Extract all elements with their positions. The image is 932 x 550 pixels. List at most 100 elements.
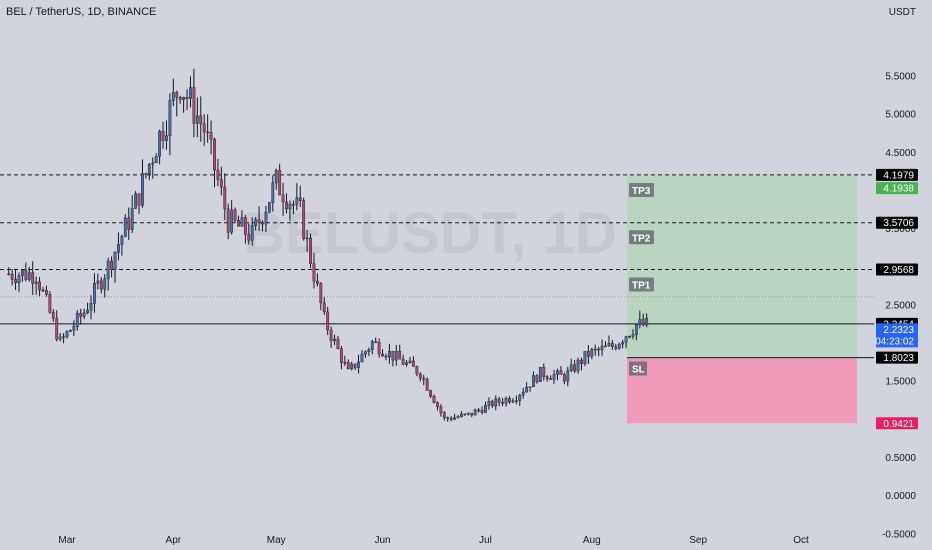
candle (257, 206, 261, 232)
candle (10, 268, 14, 286)
candle (576, 357, 580, 374)
candle (288, 200, 292, 221)
tp1-zone-label: TP1 (629, 277, 654, 292)
candle (261, 220, 264, 232)
candle (281, 182, 285, 216)
candle (326, 306, 330, 336)
candle (487, 397, 491, 410)
candle (267, 201, 271, 214)
candle (312, 252, 316, 289)
candle (302, 197, 306, 241)
candle (593, 344, 597, 356)
price-tick-label: 5.0000 (885, 110, 916, 121)
candle (298, 185, 302, 208)
candle (51, 309, 55, 322)
candle (480, 406, 484, 415)
candle (151, 157, 155, 179)
candle (634, 324, 638, 341)
candle (264, 205, 268, 233)
time-tick-label: Jul (479, 535, 492, 546)
candle (367, 347, 371, 356)
sl-price-tag: 1.8023 (876, 351, 918, 364)
candle (89, 295, 93, 320)
candle (442, 411, 446, 421)
candle (425, 377, 429, 391)
chart-title: BEL / TetherUS, 1D, BINANCE (6, 6, 157, 18)
price-tick-label: 1.5000 (885, 377, 916, 388)
candle (470, 412, 474, 418)
candle (182, 96, 186, 113)
candle (237, 215, 240, 227)
candle (27, 266, 31, 282)
candle (617, 342, 621, 350)
price-tick-label: 2.5000 (885, 300, 916, 311)
price-tags: 4.19794.19383.57062.95682.24542.232304:2… (875, 168, 918, 430)
candle (130, 195, 134, 234)
symbol-watermark: BELUSDT, 1D (243, 201, 617, 266)
candle (103, 274, 107, 298)
candle (343, 355, 347, 366)
candle (21, 269, 24, 282)
candle (75, 310, 79, 331)
candle (219, 166, 223, 196)
candle (494, 395, 498, 411)
candle (7, 267, 11, 276)
candle (391, 350, 395, 367)
price-tick-label: 5.5000 (885, 72, 916, 83)
candle (439, 404, 443, 417)
candle (41, 286, 45, 293)
candle (645, 313, 649, 328)
horizontal-levels (0, 174, 874, 359)
candle (624, 335, 628, 349)
candle (418, 372, 422, 382)
candle (446, 416, 450, 422)
candle (463, 413, 467, 416)
candle (346, 359, 350, 370)
candle (511, 398, 515, 404)
candle (120, 234, 124, 256)
candle (62, 333, 65, 344)
candle (408, 356, 412, 364)
candle (586, 344, 590, 365)
time-tick-label: Sep (689, 535, 707, 546)
candle (154, 153, 158, 164)
candle (562, 372, 566, 385)
candle (48, 291, 52, 314)
candles (7, 68, 649, 422)
candle (86, 302, 89, 315)
candle (353, 363, 357, 371)
candle (14, 268, 17, 290)
price-tick-label: 3.5000 (885, 224, 916, 235)
time-tick-label: Oct (793, 535, 809, 546)
time-axis[interactable]: Mar Apr May Jun Jul Aug Sep Oct (58, 535, 809, 546)
candle (69, 329, 72, 332)
price-tick-label: 4.5000 (885, 148, 916, 159)
svg-text:TP1: TP1 (632, 281, 651, 292)
candle (456, 414, 460, 419)
candle (545, 375, 549, 382)
candle (55, 310, 59, 342)
candle (374, 337, 378, 344)
candle (271, 175, 275, 212)
candle (549, 375, 553, 380)
candle (113, 251, 117, 283)
candle (329, 326, 333, 348)
price-tick-label: -0.5000 (882, 529, 916, 540)
candle (144, 172, 148, 179)
candle (405, 360, 408, 367)
time-tick-label: Jun (374, 535, 390, 546)
candle (340, 345, 343, 370)
profit-zone (627, 175, 857, 358)
candle (336, 335, 340, 350)
candle (226, 203, 230, 240)
candle (175, 90, 179, 117)
candle (388, 343, 391, 364)
tp3-zone-label: TP3 (629, 182, 654, 197)
candle (99, 277, 103, 294)
candle (322, 297, 326, 316)
candle (559, 366, 563, 375)
candle (247, 223, 251, 245)
candle (497, 396, 501, 407)
candle (333, 334, 336, 346)
